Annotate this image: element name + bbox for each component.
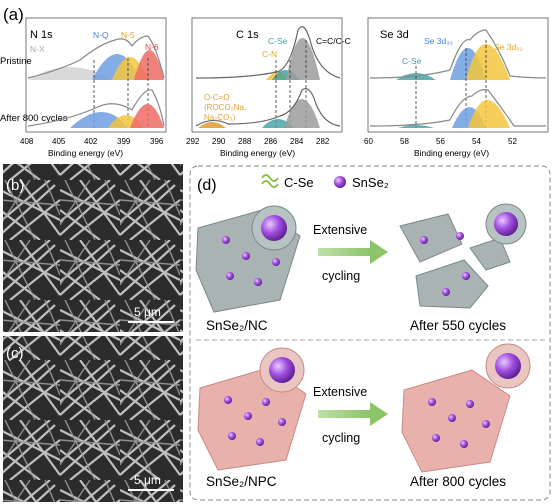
se3d-tick-1: 58 bbox=[400, 137, 409, 146]
n1s-n6-label: N-6 bbox=[145, 42, 159, 52]
snse2-sphere-icon bbox=[334, 176, 346, 188]
se3d-title: Se 3d bbox=[380, 29, 409, 41]
se3d-tick-3: 54 bbox=[472, 137, 481, 146]
sem-b-image bbox=[3, 164, 183, 332]
c1s-cse-label: C-Se bbox=[268, 36, 288, 46]
npc-arrow-label-2: cycling bbox=[322, 431, 360, 445]
se3d-cse-label: C-Se bbox=[402, 56, 422, 66]
n1s-tick-1: 405 bbox=[52, 137, 66, 146]
c1s-tick-1: 290 bbox=[212, 137, 226, 146]
c1s-cc-label: C=C/C-C bbox=[316, 36, 351, 46]
cse-bond-icon bbox=[261, 174, 279, 182]
se3d-tick-0: 60 bbox=[364, 137, 373, 146]
c1s-tick-4: 284 bbox=[290, 137, 304, 146]
c1s-tick-3: 286 bbox=[264, 137, 278, 146]
sem-image-c: (c) 5 μm bbox=[3, 336, 183, 502]
c1s-annotation-2: (ROCO₂Na, bbox=[204, 103, 246, 112]
nc-fragment-1 bbox=[399, 213, 463, 263]
panel-a-label: (a) bbox=[3, 5, 24, 24]
c1s-tick-5: 282 bbox=[316, 137, 330, 146]
c1s-tick-0: 292 bbox=[186, 137, 200, 146]
panel-d-label: (d) bbox=[197, 177, 217, 194]
n1s-n5-label: N-5 bbox=[121, 30, 135, 40]
c1s-title: C 1s bbox=[236, 29, 259, 41]
c1s-xlabel: Binding energy (eV) bbox=[220, 148, 295, 158]
se3d-tick-2: 56 bbox=[436, 137, 445, 146]
panel-b-label: (b) bbox=[6, 177, 24, 194]
se3d-52-label: Se 3d₅₂ bbox=[494, 42, 523, 52]
schematic-frame bbox=[189, 165, 551, 501]
nc-arrow-label-1: Extensive bbox=[313, 223, 367, 237]
n1s-xlabel: Binding energy (eV) bbox=[48, 148, 123, 158]
nc-arrow-label-2: cycling bbox=[322, 269, 360, 283]
npc-after-label: After 800 cycles bbox=[410, 474, 506, 489]
npc-before-label: SnSe₂/NPC bbox=[206, 474, 277, 489]
n1s-n6-peak bbox=[134, 50, 164, 80]
scale-label-c: 5 μm bbox=[134, 473, 161, 487]
schematic-panel: (d) C-Se SnSe₂ Extensive cycling SnSe₂/N… bbox=[189, 165, 551, 501]
n1s-tick-0: 408 bbox=[20, 137, 34, 146]
legend-cse: C-Se bbox=[284, 175, 314, 190]
se3d-plot: Se 3d C-Se Se 3d₃₂ Se 3d₅₂ 60 58 56 54 5… bbox=[364, 17, 549, 158]
nc-before-label: SnSe₂/NC bbox=[206, 318, 268, 333]
c1s-tick-2: 288 bbox=[238, 137, 252, 146]
n1s-plot: N 1s N-X N-Q N-5 N-6 408 405 402 399 396… bbox=[20, 17, 167, 158]
n1s-tick-4: 396 bbox=[150, 137, 164, 146]
n1s-nq-label: N-Q bbox=[93, 30, 109, 40]
c1s-cn-label: C-N bbox=[262, 49, 277, 59]
nc-after-label: After 550 cycles bbox=[410, 318, 506, 333]
npc-arrow-label-1: Extensive bbox=[313, 385, 367, 399]
n1s-nx-label: N-X bbox=[30, 44, 45, 54]
c1s-annotation-1: O-C=O bbox=[204, 93, 230, 102]
legend-snse2: SnSe₂ bbox=[352, 175, 389, 190]
c1s-frame bbox=[191, 17, 343, 133]
npc-block-after bbox=[401, 369, 511, 473]
se3d-tick-4: 52 bbox=[508, 137, 517, 146]
scale-label-b: 5 μm bbox=[134, 305, 161, 319]
row-label-pristine: Pristine bbox=[0, 56, 32, 67]
se3d-xlabel: Binding energy (eV) bbox=[414, 148, 489, 158]
n1s-title: N 1s bbox=[30, 29, 53, 41]
n1s-nx-peak bbox=[28, 67, 112, 80]
c1s-plot: C 1s C-Se C-N C=C/C-C O-C=O (ROCO₂Na, Na… bbox=[186, 17, 351, 158]
n1s-envelope bbox=[27, 35, 165, 79]
se3d-32-label: Se 3d₃₂ bbox=[424, 36, 453, 46]
n1s-tick-2: 402 bbox=[84, 137, 98, 146]
n1s-frame bbox=[25, 17, 167, 133]
n1s-tick-3: 399 bbox=[117, 137, 131, 146]
panel-c-label: (c) bbox=[6, 345, 24, 362]
nc-arrow bbox=[318, 248, 370, 256]
sem-image-b: (b) 5 μm bbox=[3, 164, 183, 332]
npc-arrow bbox=[318, 410, 370, 418]
c1s-annotation-3: Na₂CO₃) bbox=[204, 113, 236, 122]
se3d-frame bbox=[367, 17, 549, 133]
row-label-cycled: After 800 cycles bbox=[0, 113, 68, 124]
nc-fragment-2 bbox=[415, 259, 489, 309]
sem-c-image bbox=[3, 336, 183, 502]
